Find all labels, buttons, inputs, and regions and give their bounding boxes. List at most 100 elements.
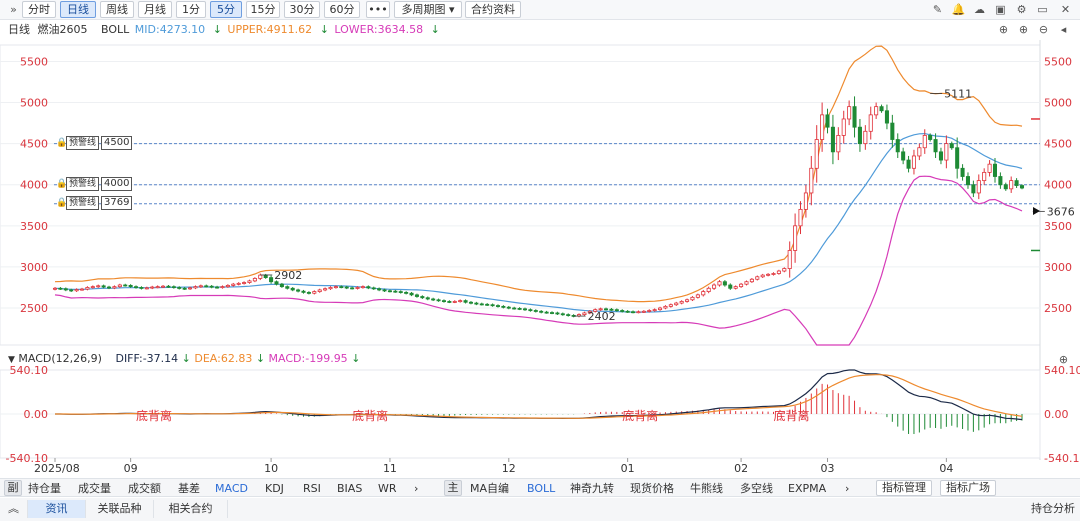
price-tick-right: 4000 — [1044, 179, 1072, 192]
main-indicator-6[interactable]: EXPMA — [788, 481, 826, 496]
candle — [885, 105, 888, 130]
candle — [215, 286, 218, 289]
price-tick-right: 3000 — [1044, 261, 1072, 274]
main-indicator-5[interactable]: 多空线 — [740, 481, 773, 496]
triangle-down-icon[interactable]: ▼ — [8, 355, 15, 365]
candle — [167, 285, 170, 288]
x-tick-label: 04 — [939, 462, 953, 475]
price-annotation-label: 2902 — [274, 269, 302, 282]
sub-indicator-3[interactable]: 基差 — [178, 481, 200, 496]
candle — [631, 310, 634, 313]
warning-tag-label: 预警线 — [66, 136, 99, 150]
candle — [669, 303, 672, 307]
boll-upper-line — [55, 46, 1022, 302]
bottom-tab-1[interactable]: 关联品种 — [86, 500, 154, 518]
sub-indicator-6[interactable]: RSI — [303, 481, 321, 496]
candle — [712, 283, 715, 290]
candle — [939, 148, 942, 164]
double-chevron-up-icon[interactable]: ︽ — [0, 500, 28, 518]
candle — [248, 280, 251, 284]
sub-indicator-4[interactable]: MACD — [215, 481, 248, 496]
candle — [529, 308, 532, 311]
candle — [793, 213, 796, 262]
candle — [534, 309, 537, 312]
candle — [64, 287, 67, 291]
candle — [480, 303, 483, 306]
indicator-manage-button[interactable]: 指标管理 — [876, 480, 932, 496]
candle — [745, 280, 748, 285]
candle — [367, 285, 370, 289]
candle — [896, 133, 899, 158]
candle — [702, 290, 705, 297]
position-analysis-tab[interactable]: 持仓分析 — [1026, 500, 1080, 518]
macd-dea-value: DEA:62.83 — [194, 352, 252, 365]
x-tick-label: 12 — [502, 462, 516, 475]
candle — [734, 285, 737, 289]
candle — [675, 302, 678, 306]
macd-tick-right: 540.10 — [1044, 364, 1080, 377]
candle — [864, 125, 867, 150]
main-indicator-1[interactable]: BOLL — [527, 481, 555, 496]
candle — [194, 285, 197, 289]
x-tick-label: 09 — [124, 462, 138, 475]
candle — [437, 299, 440, 302]
main-indicator-0[interactable]: MA自编 — [470, 481, 509, 496]
macd-macd-value: MACD:-199.95 — [269, 352, 348, 365]
candle — [966, 172, 969, 188]
indicator-more-button[interactable]: › — [414, 481, 418, 496]
candle — [307, 291, 310, 294]
candle — [658, 307, 661, 311]
candle — [59, 287, 62, 290]
candle — [210, 285, 213, 288]
main-indicator-4[interactable]: 牛熊线 — [690, 481, 723, 496]
candlestick-chart[interactable]: 2500 2500 3000 3000 3500 3500 4000 4000 4500 4500… — [0, 0, 1080, 478]
candle — [1015, 178, 1018, 188]
main-indicator-3[interactable]: 现货价格 — [630, 481, 674, 496]
sub-indicator-1[interactable]: 成交量 — [78, 481, 111, 496]
candle — [983, 168, 986, 184]
sub-indicator-5[interactable]: KDJ — [265, 481, 284, 496]
bottom-tab-0[interactable]: 资讯 — [28, 500, 86, 518]
x-tick-label: 2025/08 — [34, 462, 80, 475]
candle — [988, 160, 991, 176]
indicator-square-button[interactable]: 指标广场 — [940, 480, 996, 496]
sub-indicator-8[interactable]: WR — [378, 481, 397, 496]
candle — [880, 105, 883, 113]
candle — [286, 285, 289, 289]
candle — [53, 287, 56, 290]
macd-diff-value: DIFF:-37.14 — [115, 352, 178, 365]
warning-tag[interactable]: 🔒 预警线 3769 — [56, 196, 132, 211]
candle — [513, 307, 516, 310]
warning-tag[interactable]: 🔒 预警线 4000 — [56, 177, 132, 192]
candle — [691, 296, 694, 301]
warning-tag-value: 4000 — [101, 177, 132, 191]
candle — [448, 300, 451, 303]
macd-info-line: ▼ MACD(12,26,9) DIFF:-37.14 ↓ DEA:62.83 … — [8, 352, 360, 367]
candle — [756, 276, 759, 281]
warning-tag[interactable]: 🔒 预警线 4500 — [56, 136, 132, 151]
candle — [902, 148, 905, 164]
candle — [329, 286, 332, 290]
sub-indicator-7[interactable]: BIAS — [337, 481, 362, 496]
candle — [739, 283, 742, 288]
candle — [907, 156, 910, 172]
candle — [459, 299, 462, 302]
candle — [469, 301, 472, 304]
main-indicator-more-button[interactable]: › — [845, 481, 849, 496]
bottom-tab-2[interactable]: 相关合约 — [154, 500, 228, 518]
candle — [729, 283, 732, 290]
indicator-bar: 副 持仓量 成交量 成交额 基差 MACD KDJ RSI BIAS WR › 主 MA自编 BO… — [0, 478, 1080, 497]
current-price-marker — [1033, 207, 1040, 215]
candle — [718, 280, 721, 287]
sub-indicator-2[interactable]: 成交额 — [128, 481, 161, 496]
candle — [875, 103, 878, 119]
main-indicator-2[interactable]: 神奇九转 — [570, 481, 614, 496]
candle — [750, 278, 753, 283]
candle — [415, 294, 418, 298]
candle — [269, 276, 272, 284]
candle — [453, 300, 456, 303]
sub-indicator-0[interactable]: 持仓量 — [28, 481, 61, 496]
candle — [388, 290, 391, 293]
price-tick-left: 5500 — [20, 55, 48, 68]
candle — [664, 305, 667, 309]
